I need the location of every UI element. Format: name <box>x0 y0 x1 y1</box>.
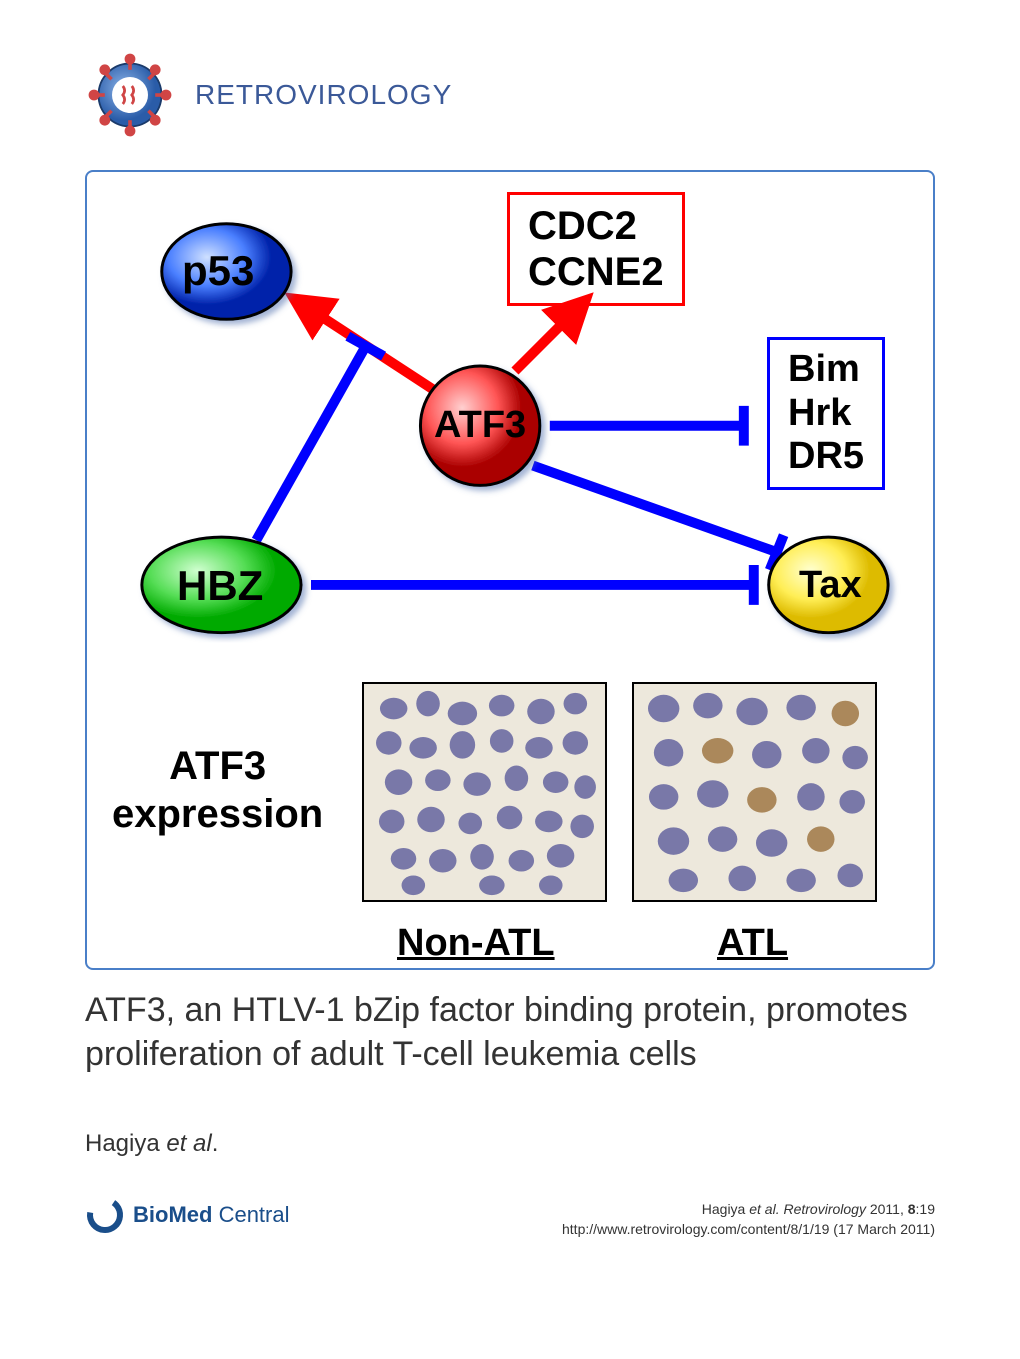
cit-year: 2011, <box>866 1201 908 1217</box>
cdc2-line1: CDC2 <box>528 203 664 249</box>
label-atl: ATL <box>717 922 788 965</box>
node-tax-label: Tax <box>799 564 862 607</box>
authors-dot: . <box>212 1130 219 1157</box>
label-non-atl: Non-ATL <box>397 922 555 965</box>
authors: Hagiya et al. <box>85 1130 218 1158</box>
cit-issue: :19 <box>916 1201 935 1217</box>
node-p53-label: p53 <box>182 247 254 295</box>
histology-atl <box>632 682 877 902</box>
biomed-bold: BioMed <box>133 1202 212 1227</box>
cit-prefix: Hagiya <box>702 1201 749 1217</box>
histology-non-atl <box>362 682 607 902</box>
journal-name: RETROVIROLOGY <box>195 79 452 111</box>
biomed-icon <box>85 1195 125 1235</box>
node-hbz-label: HBZ <box>177 562 263 610</box>
article-title: ATF3, an HTLV-1 bZip factor binding prot… <box>85 988 935 1076</box>
node-atf3-label: ATF3 <box>434 404 526 447</box>
virus-icon <box>85 50 175 140</box>
cit-url: http://www.retrovirology.com/content/8/1… <box>562 1220 935 1240</box>
cit-vol: 8 <box>908 1201 916 1217</box>
bim-box: Bim Hrk DR5 <box>767 337 885 490</box>
page-header: RETROVIROLOGY <box>85 50 452 140</box>
bim-line2: Hrk <box>788 392 864 436</box>
bim-line3: DR5 <box>788 435 864 479</box>
citation: Hagiya et al. Retrovirology 2011, 8:19 h… <box>562 1200 935 1239</box>
pathway-diagram: p53 ATF3 HBZ Tax CDC2 CCNE2 Bim Hrk DR5 … <box>85 170 935 970</box>
expression-label: ATF3 expression <box>112 742 323 838</box>
cdc2-box: CDC2 CCNE2 <box>507 192 685 306</box>
biomed-central-logo: BioMed Central <box>85 1195 290 1235</box>
authors-etal: et al <box>166 1130 211 1157</box>
cit-etal: et al. Retrovirology <box>749 1201 866 1217</box>
authors-prefix: Hagiya <box>85 1130 166 1157</box>
cdc2-line2: CCNE2 <box>528 249 664 295</box>
biomed-rest: Central <box>212 1202 289 1227</box>
bim-line1: Bim <box>788 348 864 392</box>
